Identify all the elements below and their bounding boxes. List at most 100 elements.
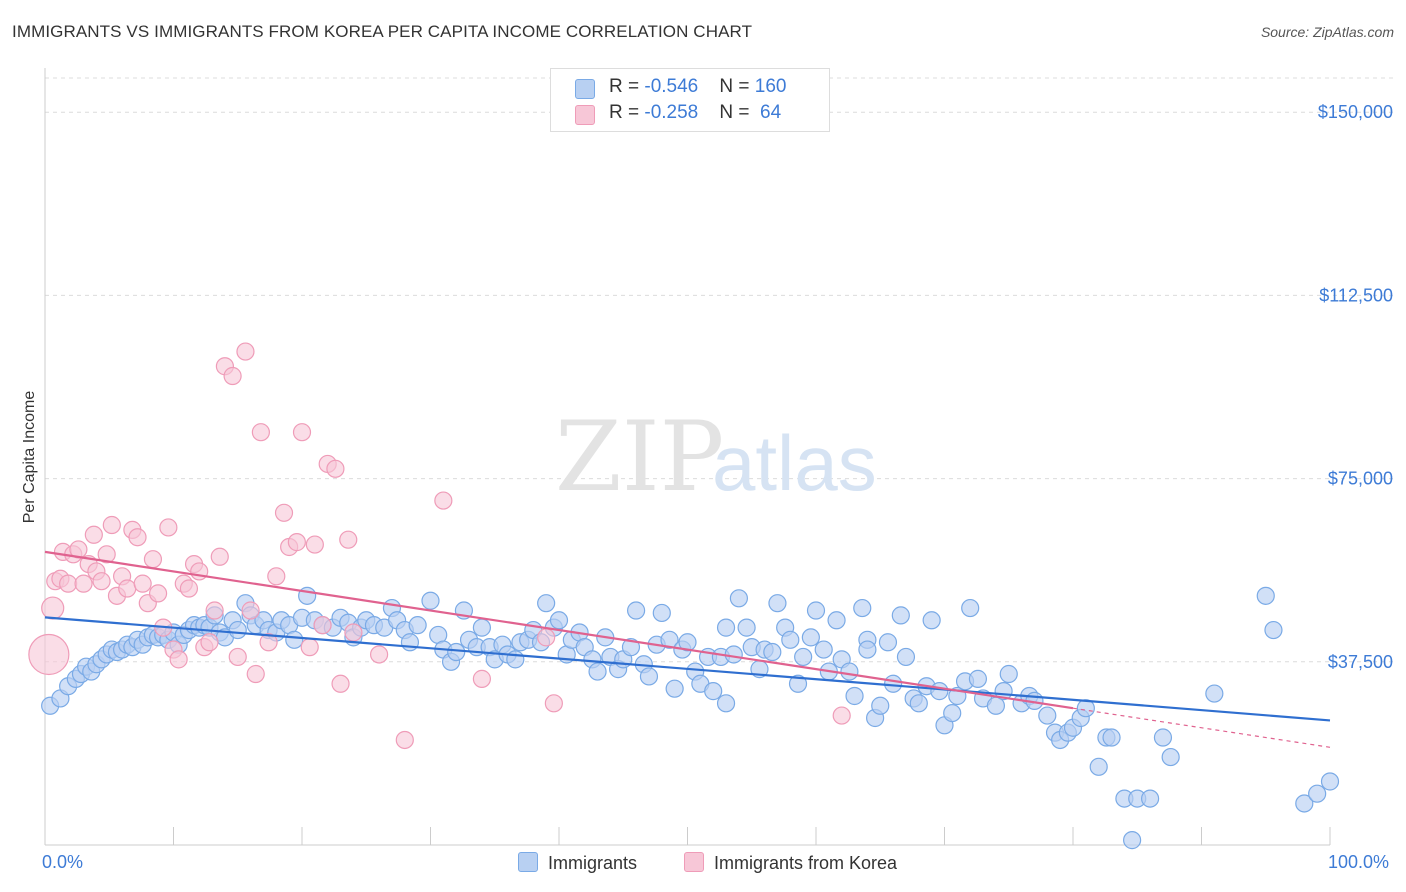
point-immigrants	[737, 618, 756, 637]
point-immigrants	[421, 591, 440, 610]
trend-line-immigrants	[44, 616, 1331, 722]
legend-n-label: N =	[719, 102, 755, 123]
point-immigrants	[1123, 831, 1142, 850]
point-immigrants	[716, 618, 736, 637]
point-immigrants-from-korea	[41, 596, 65, 620]
bottom-legend-korea: Immigrants from Korea	[684, 852, 897, 874]
point-immigrants	[724, 645, 743, 664]
point-immigrants	[1153, 728, 1173, 747]
point-immigrants	[660, 630, 679, 649]
point-immigrants-from-korea	[305, 535, 324, 554]
legend: R = -0.546 N = 160 R = -0.258 N = 64	[550, 68, 830, 132]
point-immigrants-from-korea	[370, 645, 389, 664]
point-immigrants	[930, 682, 949, 701]
point-immigrants-from-korea	[223, 366, 242, 386]
point-immigrants	[549, 611, 569, 630]
point-immigrants-from-korea	[292, 423, 312, 442]
legend-r-value: -0.546	[644, 76, 699, 97]
point-immigrants-from-korea	[84, 525, 103, 544]
point-immigrants-from-korea	[190, 562, 209, 581]
point-immigrants-from-korea	[169, 650, 188, 669]
point-immigrants	[1295, 794, 1314, 813]
grid-lines	[45, 77, 1395, 663]
point-immigrants-from-korea	[544, 694, 563, 713]
point-immigrants	[806, 601, 826, 620]
point-immigrants	[1205, 684, 1224, 703]
point-immigrants-from-korea	[434, 491, 453, 510]
point-immigrants-from-korea	[274, 503, 294, 522]
point-immigrants-from-korea	[344, 623, 363, 642]
point-immigrants-from-korea	[210, 547, 229, 566]
x-tick-label-min: 0.0%	[42, 852, 84, 872]
point-immigrants-from-korea	[537, 628, 556, 647]
point-immigrants-from-korea	[74, 574, 93, 593]
legend-r-label: R =	[609, 102, 645, 123]
point-immigrants-from-korea	[179, 579, 199, 598]
point-immigrants-from-korea	[28, 633, 70, 676]
series-immigrants-from-korea	[28, 342, 851, 750]
legend-r-value: -0.258	[644, 102, 699, 123]
point-immigrants	[1320, 772, 1340, 791]
bottom-legend-label: Immigrants from Korea	[714, 853, 898, 873]
legend-r-label: R =	[609, 76, 645, 97]
point-immigrants	[871, 696, 890, 715]
point-immigrants	[228, 620, 247, 640]
point-immigrants	[896, 647, 916, 667]
point-immigrants-from-korea	[118, 579, 137, 598]
point-immigrants-from-korea	[251, 423, 270, 442]
point-immigrants	[788, 674, 808, 693]
point-immigrants-from-korea	[395, 730, 414, 750]
point-immigrants	[626, 601, 646, 620]
bottom-legend-swatch-immigrants	[518, 852, 538, 872]
point-immigrants-from-korea	[200, 633, 219, 652]
point-immigrants-from-korea	[287, 533, 306, 552]
point-immigrants	[909, 694, 928, 713]
point-immigrants-from-korea	[246, 664, 265, 684]
bottom-legend-immigrants: Immigrants	[518, 852, 637, 874]
point-immigrants	[665, 679, 684, 698]
point-immigrants-from-korea	[228, 647, 247, 667]
y-tick-label: $112,500	[1319, 285, 1393, 305]
bottom-legend-swatch-korea	[684, 852, 704, 872]
point-immigrants	[447, 642, 466, 662]
point-immigrants-from-korea	[267, 567, 286, 586]
point-immigrants	[285, 630, 304, 649]
point-immigrants	[1038, 706, 1057, 725]
point-immigrants	[999, 664, 1018, 684]
point-immigrants	[858, 640, 877, 659]
series-immigrants	[41, 586, 1340, 850]
point-immigrants	[678, 633, 697, 652]
point-immigrants-from-korea	[331, 674, 350, 693]
point-immigrants	[1161, 747, 1180, 767]
x-tick-label-max: 100.0%	[1328, 852, 1390, 872]
point-immigrants	[878, 633, 898, 652]
point-immigrants-from-korea	[472, 669, 491, 688]
point-immigrants-from-korea	[148, 584, 168, 603]
legend-n-label: N =	[719, 76, 755, 97]
point-immigrants	[781, 630, 800, 649]
point-immigrants	[943, 703, 962, 723]
y-axis-label: Per Capita Income	[21, 390, 38, 524]
point-immigrants	[408, 616, 427, 635]
trend-lines	[44, 550, 1331, 748]
point-immigrants	[1102, 728, 1121, 747]
point-immigrants-from-korea	[102, 515, 121, 535]
watermark: ZIP atlas	[555, 401, 877, 513]
point-immigrants	[968, 669, 988, 688]
point-immigrants	[1264, 620, 1283, 640]
y-tick-label: $150,000	[1318, 102, 1393, 122]
legend-n-value: 160	[754, 76, 787, 97]
point-immigrants	[768, 594, 787, 613]
point-immigrants	[652, 603, 671, 623]
point-immigrants-from-korea	[313, 616, 332, 635]
y-tick-label: $75,000	[1328, 469, 1393, 489]
point-immigrants-from-korea	[241, 601, 260, 620]
point-immigrants-from-korea	[159, 518, 178, 537]
bottom-legend-label: Immigrants	[548, 853, 638, 873]
point-immigrants-from-korea	[59, 574, 78, 593]
point-immigrants	[1140, 789, 1160, 808]
point-immigrants	[814, 640, 833, 659]
point-immigrants	[1076, 699, 1095, 718]
point-immigrants	[472, 618, 491, 637]
point-immigrants-from-korea	[326, 459, 345, 478]
